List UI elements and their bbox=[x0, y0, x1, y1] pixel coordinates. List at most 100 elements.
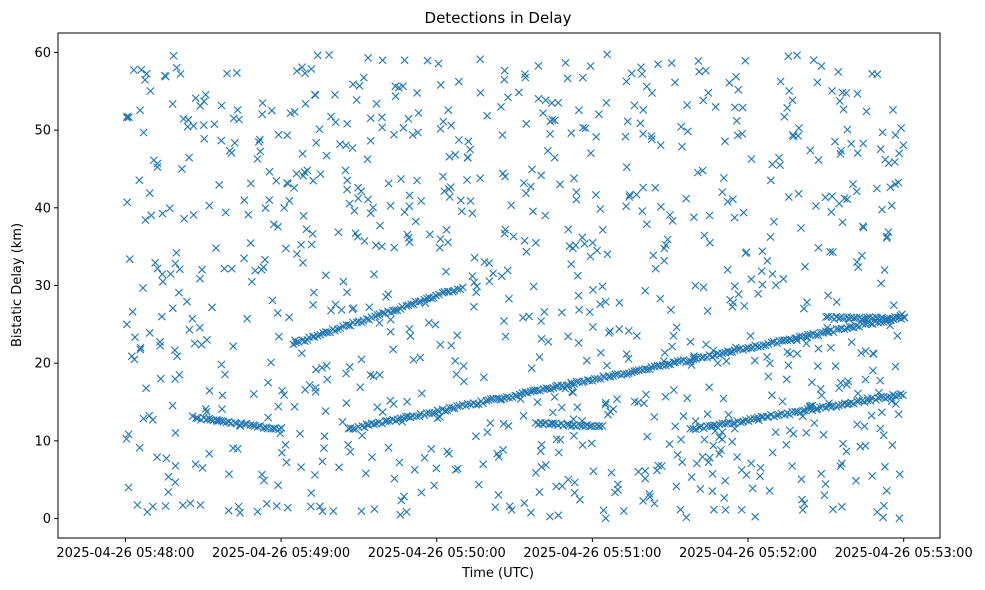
clutter-detection-marker bbox=[139, 414, 148, 423]
clutter-detection-marker bbox=[311, 91, 320, 100]
clutter-detection-marker bbox=[342, 399, 351, 408]
clutter-detection-marker bbox=[690, 352, 699, 360]
clutter-detection-marker bbox=[768, 448, 777, 457]
clutter-detection-marker bbox=[217, 136, 226, 145]
clutter-detection-marker bbox=[703, 410, 712, 419]
clutter-detection-marker bbox=[364, 195, 372, 204]
clutter-detection-marker bbox=[705, 453, 714, 462]
plot-area bbox=[122, 50, 909, 523]
track-detection-marker bbox=[741, 416, 750, 425]
clutter-detection-marker bbox=[856, 442, 865, 451]
clutter-detection-marker bbox=[630, 101, 639, 110]
clutter-detection-marker bbox=[370, 505, 379, 514]
clutter-detection-marker bbox=[895, 470, 904, 479]
clutter-detection-marker bbox=[486, 419, 495, 428]
clutter-detection-marker bbox=[220, 264, 229, 273]
clutter-detection-marker bbox=[405, 325, 414, 333]
clutter-detection-marker bbox=[682, 194, 691, 203]
track-detection-marker bbox=[852, 322, 861, 331]
clutter-detection-marker bbox=[574, 106, 583, 115]
track-detection-marker bbox=[795, 332, 804, 341]
clutter-detection-marker bbox=[292, 169, 301, 178]
clutter-detection-marker bbox=[406, 332, 415, 341]
track-detection-marker bbox=[412, 412, 421, 421]
clutter-detection-marker bbox=[711, 102, 720, 111]
clutter-detection-marker bbox=[423, 56, 432, 65]
clutter-detection-marker bbox=[435, 412, 444, 421]
clutter-detection-marker bbox=[570, 488, 579, 497]
clutter-detection-marker bbox=[847, 139, 856, 148]
clutter-detection-marker bbox=[137, 65, 146, 74]
clutter-detection-marker bbox=[225, 146, 234, 155]
clutter-detection-marker bbox=[454, 77, 463, 86]
clutter-detection-marker bbox=[185, 153, 194, 162]
clutter-detection-marker bbox=[366, 209, 375, 218]
clutter-detection-marker bbox=[322, 151, 331, 160]
clutter-detection-marker bbox=[705, 383, 714, 392]
clutter-detection-marker bbox=[876, 424, 885, 433]
clutter-detection-marker bbox=[853, 389, 862, 398]
clutter-detection-marker bbox=[390, 243, 399, 252]
clutter-detection-marker bbox=[240, 196, 249, 205]
clutter-detection-marker bbox=[343, 288, 351, 297]
clutter-detection-marker bbox=[476, 174, 485, 183]
clutter-detection-marker bbox=[715, 449, 724, 458]
clutter-detection-marker bbox=[889, 105, 897, 114]
clutter-detection-marker bbox=[718, 435, 727, 444]
clutter-detection-marker bbox=[874, 388, 883, 397]
clutter-detection-marker bbox=[557, 308, 566, 317]
clutter-detection-marker bbox=[740, 302, 749, 310]
track-detection-marker bbox=[333, 325, 342, 334]
track-detection-marker bbox=[549, 384, 558, 392]
clutter-detection-marker bbox=[139, 128, 148, 137]
clutter-detection-marker bbox=[539, 109, 548, 118]
clutter-detection-marker bbox=[350, 206, 359, 215]
clutter-detection-marker bbox=[821, 193, 830, 202]
clutter-detection-marker bbox=[741, 56, 750, 65]
clutter-detection-marker bbox=[653, 60, 662, 69]
clutter-detection-marker bbox=[342, 369, 351, 378]
clutter-detection-marker bbox=[399, 123, 408, 132]
clutter-detection-marker bbox=[843, 195, 852, 204]
clutter-detection-marker bbox=[564, 225, 573, 234]
track-detection-marker bbox=[721, 419, 729, 428]
clutter-detection-marker bbox=[630, 397, 639, 406]
track-detection-marker bbox=[796, 408, 805, 417]
clutter-detection-marker bbox=[647, 132, 656, 141]
clutter-detection-marker bbox=[720, 493, 729, 502]
track-detection-marker bbox=[292, 338, 301, 347]
clutter-detection-marker bbox=[136, 106, 145, 115]
clutter-detection-marker bbox=[891, 362, 900, 371]
clutter-detection-marker bbox=[811, 201, 820, 210]
clutter-detection-marker bbox=[258, 99, 267, 107]
clutter-detection-marker bbox=[277, 448, 286, 457]
clutter-detection-marker bbox=[210, 120, 219, 129]
clutter-detection-marker bbox=[353, 232, 362, 241]
clutter-detection-marker bbox=[831, 137, 839, 146]
clutter-detection-marker bbox=[895, 514, 904, 523]
clutter-detection-marker bbox=[817, 62, 826, 71]
track-detection-marker bbox=[773, 411, 781, 420]
clutter-detection-marker bbox=[433, 414, 442, 423]
clutter-detection-marker bbox=[459, 362, 468, 370]
clutter-detection-marker bbox=[489, 269, 498, 278]
clutter-detection-marker bbox=[145, 328, 154, 337]
clutter-detection-marker bbox=[158, 277, 167, 286]
track-detection-marker bbox=[482, 396, 491, 405]
clutter-detection-marker bbox=[649, 251, 658, 260]
clutter-detection-marker bbox=[601, 514, 610, 523]
clutter-detection-marker bbox=[315, 502, 324, 511]
clutter-detection-marker bbox=[613, 395, 621, 404]
clutter-detection-marker bbox=[447, 341, 456, 350]
clutter-detection-marker bbox=[223, 69, 231, 78]
clutter-detection-marker bbox=[718, 428, 727, 437]
clutter-detection-marker bbox=[122, 113, 131, 122]
clutter-detection-marker bbox=[636, 119, 645, 128]
clutter-detection-marker bbox=[519, 411, 528, 420]
clutter-detection-marker bbox=[397, 175, 405, 183]
clutter-detection-marker bbox=[411, 217, 420, 226]
y-axis: 0 10 20 30 40 50 60 bbox=[34, 46, 58, 527]
clutter-detection-marker bbox=[809, 56, 818, 65]
clutter-detection-marker bbox=[343, 119, 352, 128]
clutter-detection-marker bbox=[723, 265, 732, 274]
